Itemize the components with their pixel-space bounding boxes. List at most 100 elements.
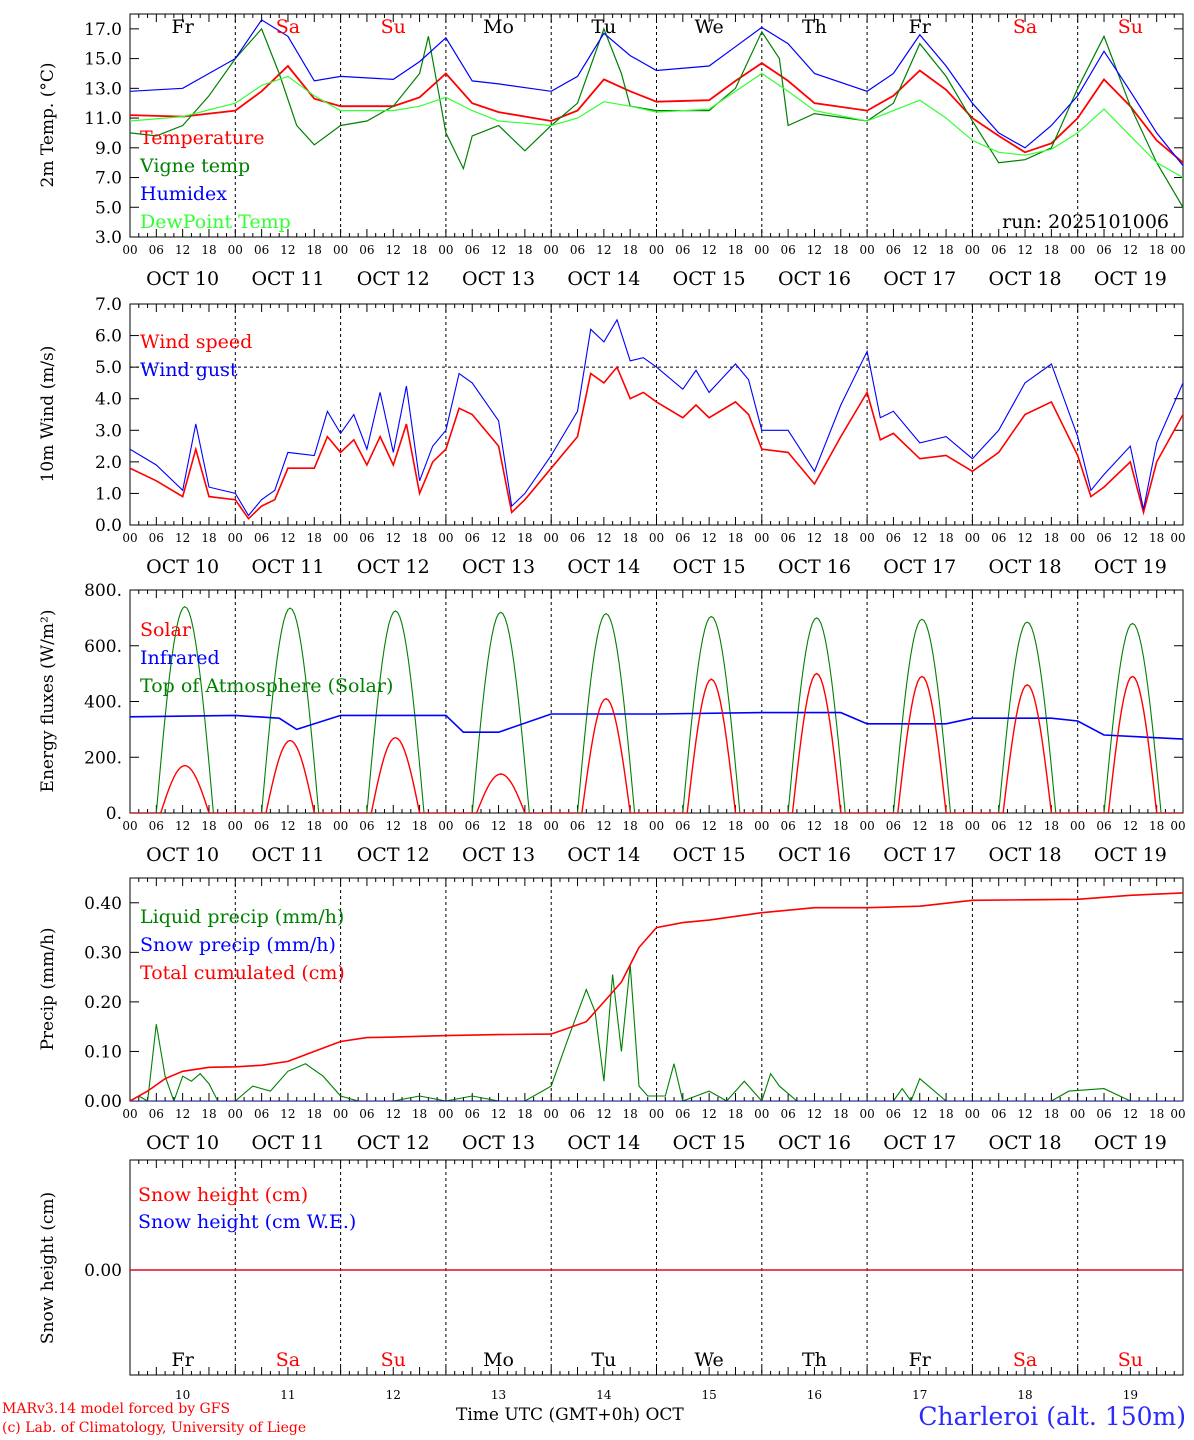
y-tick-label: 1.0 [95,484,122,504]
hour-tick-label: 00 [1070,531,1085,545]
y-tick-label: 0.00 [84,1092,122,1112]
hour-tick-label: 06 [991,243,1006,257]
legend-entry: Infrared [140,647,220,669]
y-tick-label: 6.0 [95,327,122,347]
weekday-label: Sa [276,1349,300,1371]
day-number-label: 19 [1123,1388,1138,1402]
hour-tick-label: 06 [886,531,901,545]
weekday-label: Sa [276,16,300,38]
hour-tick-label: 18 [938,531,953,545]
legend-entry: Snow height (cm) [138,1184,308,1206]
hour-tick-label: 00 [859,819,874,833]
hour-tick-label: 12 [386,1107,401,1121]
hour-tick-label: 00 [1070,819,1085,833]
y-tick-label: 5.0 [95,198,122,218]
hour-tick-label: 18 [833,531,848,545]
y-tick-label: 400. [84,693,122,713]
hour-tick-label: 18 [623,243,638,257]
hour-tick-label: 00 [965,243,980,257]
hour-tick-label: 00 [1170,243,1185,257]
hour-tick-label: 18 [307,819,322,833]
hour-tick-label: 06 [359,819,374,833]
hour-tick-label: 18 [1044,1107,1059,1121]
hour-tick-label: 00 [333,1107,348,1121]
series-line-dewpoint-temp [130,72,1183,179]
date-label: OCT 12 [357,844,430,866]
day-number-label: 15 [702,1388,717,1402]
series-line-liquid-precip-mm-h- [130,964,1183,1101]
hour-tick-label: 12 [1017,1107,1032,1121]
copyright-credit: (c) Lab. of Climatology, University of L… [2,1420,307,1436]
weekday-label: Th [802,16,827,38]
y-axis-label: Energy fluxes (W/m²) [38,610,58,793]
legend-entry: Top of Atmosphere (Solar) [140,675,393,697]
hour-tick-label: 12 [702,819,717,833]
hour-tick-label: 00 [122,531,137,545]
hour-tick-label: 18 [728,531,743,545]
y-tick-label: 13.0 [84,79,122,99]
hour-tick-label: 12 [280,531,295,545]
hour-tick-label: 12 [1017,243,1032,257]
hour-tick-label: 18 [938,243,953,257]
hour-tick-label: 12 [1123,1107,1138,1121]
hour-tick-label: 06 [780,819,795,833]
y-tick-label: 3.0 [95,228,122,248]
date-label: OCT 17 [883,556,956,578]
hour-tick-label: 00 [754,243,769,257]
date-label: OCT 13 [462,844,535,866]
hour-tick-label: 18 [938,1107,953,1121]
hour-tick-label: 06 [675,243,690,257]
hour-tick-label: 06 [570,531,585,545]
date-label: OCT 14 [567,844,640,866]
hour-tick-label: 12 [596,1107,611,1121]
hour-tick-label: 12 [491,1107,506,1121]
hour-tick-label: 06 [149,243,164,257]
date-label: OCT 19 [1094,268,1167,290]
legend-entry: Total cumulated (cm) [140,962,345,984]
hour-tick-label: 12 [912,819,927,833]
hour-tick-label: 12 [280,819,295,833]
hour-tick-label: 00 [333,531,348,545]
y-tick-label: 15.0 [84,50,122,70]
hour-tick-label: 06 [149,1107,164,1121]
hour-tick-label: 12 [386,243,401,257]
hour-tick-label: 12 [702,1107,717,1121]
hour-tick-label: 06 [465,1107,480,1121]
model-credit: MARv3.14 model forced by GFS [2,1401,231,1417]
run-annotation: run: 2025101006 [1002,211,1169,233]
series-line-infrared [130,711,1183,740]
date-label: OCT 18 [989,268,1062,290]
y-tick-label: 0.30 [84,943,122,963]
hour-tick-label: 12 [175,243,190,257]
date-label: OCT 13 [462,268,535,290]
legend-entry: Temperature [140,127,264,149]
y-tick-label: 0.20 [84,993,122,1013]
weekday-label: Su [1118,1349,1143,1371]
day-number-label: 13 [491,1388,506,1402]
hour-tick-label: 12 [702,531,717,545]
y-tick-label: 7.0 [95,169,122,189]
hour-tick-label: 06 [886,819,901,833]
date-label: OCT 11 [251,268,324,290]
hour-tick-label: 00 [544,243,559,257]
y-axis-label: 2m Temp. (°C) [38,62,58,187]
hour-tick-label: 12 [1123,243,1138,257]
legend-entry: Solar [140,619,192,641]
date-label: OCT 11 [251,844,324,866]
hour-tick-label: 18 [307,243,322,257]
series-line-wind-gust [130,318,1183,517]
date-label: OCT 18 [989,1132,1062,1154]
hour-tick-label: 06 [1096,243,1111,257]
day-number-label: 14 [596,1388,612,1402]
legend-entry: Humidex [140,183,227,205]
hour-tick-label: 00 [859,243,874,257]
y-tick-label: 5.0 [95,358,122,378]
hour-tick-label: 18 [517,819,532,833]
day-number-label: 18 [1017,1388,1032,1402]
hour-tick-label: 18 [201,1107,216,1121]
hour-tick-label: 12 [491,243,506,257]
hour-tick-label: 18 [938,819,953,833]
day-number-label: 17 [912,1388,927,1402]
y-tick-label: 0.10 [84,1042,122,1062]
date-label: OCT 10 [146,1132,219,1154]
